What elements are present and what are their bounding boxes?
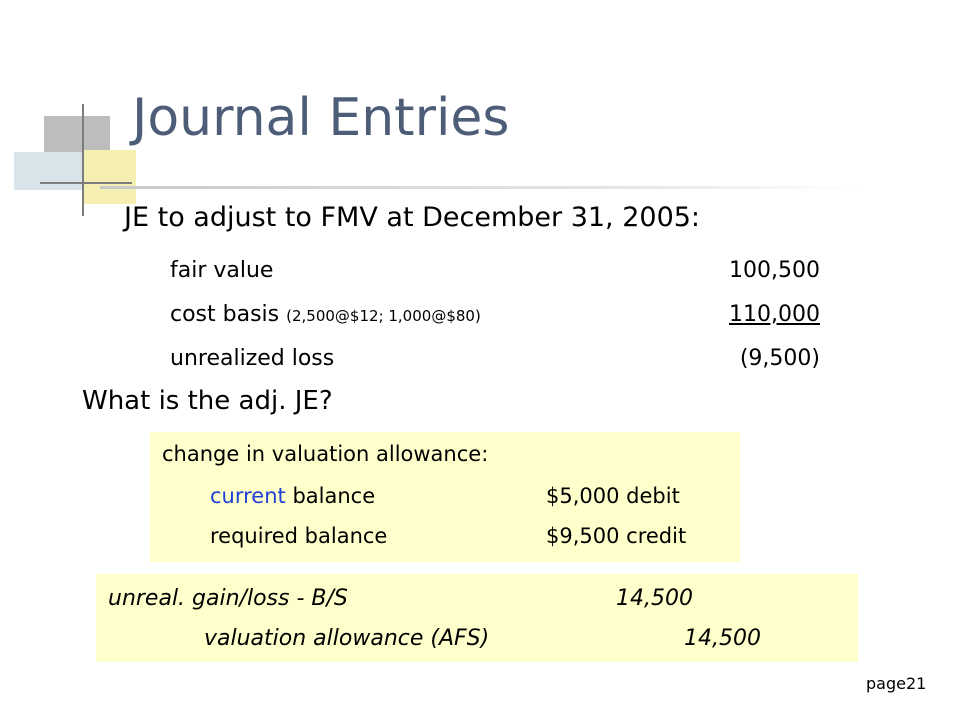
row-value: (9,500): [739, 346, 820, 371]
slide-title: Journal Entries: [132, 88, 510, 148]
allowance-box: change in valuation allowance: current b…: [150, 432, 740, 562]
current-word: current: [210, 484, 286, 508]
debit-account: unreal. gain/loss - B/S: [108, 586, 348, 611]
row-label: unrealized loss: [170, 346, 335, 371]
row-label-wrap: cost basis (2,500@$12; 1,000@$80): [170, 302, 481, 327]
credit-amount: 14,500: [684, 626, 761, 651]
decor-vertical-line: [82, 104, 84, 216]
credit-account: valuation allowance (AFS): [204, 626, 490, 651]
debit-amount: 14,500: [616, 586, 693, 611]
required-balance-amount: $9,500 credit: [546, 524, 687, 548]
row-note: (2,500@$12; 1,000@$80): [286, 307, 481, 325]
decor-yellow-square: [82, 150, 136, 204]
section-heading: JE to adjust to FMV at December 31, 2005…: [124, 202, 701, 233]
row-unrealized-loss: unrealized loss (9,500): [170, 346, 820, 386]
question-text: What is the adj. JE?: [82, 386, 333, 416]
current-balance-label: current balance: [210, 484, 375, 508]
row-cost-basis: cost basis (2,500@$12; 1,000@$80) 110,00…: [170, 302, 820, 342]
row-label: fair value: [170, 258, 274, 283]
row-value: 100,500: [729, 258, 820, 283]
row-fair-value: fair value 100,500: [170, 258, 820, 298]
row-value: 110,000: [729, 302, 820, 327]
current-balance-amount: $5,000 debit: [546, 484, 680, 508]
decor-horizontal-line: [40, 182, 132, 184]
title-underline: [100, 186, 860, 189]
current-rest: balance: [285, 484, 376, 508]
required-balance-label: required balance: [210, 524, 388, 548]
journal-entry-box: unreal. gain/loss - B/S 14,500 valuation…: [96, 574, 858, 662]
page-number: page21: [866, 674, 927, 693]
decor-blue-square: [14, 152, 84, 190]
row-label: cost basis: [170, 302, 287, 327]
allowance-title: change in valuation allowance:: [162, 442, 489, 466]
